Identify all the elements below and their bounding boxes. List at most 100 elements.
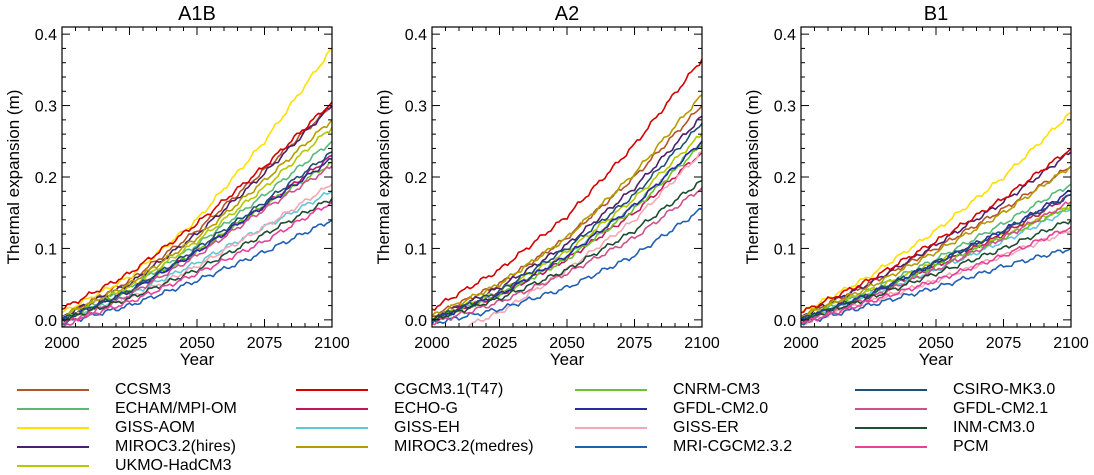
y-axis-label: Thermal expansion (m)	[4, 90, 23, 265]
legend-swatch	[17, 408, 89, 410]
series-line-mri-cgcm2-3-2	[432, 207, 702, 324]
legend-swatch	[575, 427, 647, 429]
series-line-miroc3-2-medres-	[432, 94, 702, 317]
legend-swatch	[575, 389, 647, 391]
y-tick-label: 0.2	[35, 170, 57, 187]
x-axis-label: Year	[180, 350, 215, 369]
x-tick-label: 2075	[247, 335, 283, 352]
legend-label: CNRM-CM3	[673, 381, 761, 398]
series-line-inm-cm3-0	[432, 179, 702, 321]
series-line-inm-cm3-0	[62, 197, 332, 323]
legend-label: GISS-ER	[673, 419, 739, 436]
legend-label: MIROC3.2(medres)	[394, 438, 534, 455]
series-group	[62, 47, 332, 327]
x-tick-label: 2100	[314, 335, 350, 352]
x-tick-label: 2000	[44, 335, 80, 352]
series-line-miroc3-2-medres-	[62, 119, 332, 318]
series-line-cgcm3-1-t47-	[432, 58, 702, 311]
legend-swatch	[575, 408, 647, 410]
x-tick-label: 2050	[179, 335, 215, 352]
panel-a2: 2000 2025 2050 2075 2100 0.0 0.1 0.2 0.3 0.4 A2 Yea…	[374, 3, 720, 369]
panel-title: B1	[924, 3, 948, 25]
x-tick-label: 2075	[617, 335, 653, 352]
y-tick-label: 0.4	[774, 27, 796, 44]
series-line-gfdl-cm2-0	[62, 157, 332, 321]
legend-swatch	[575, 446, 647, 448]
x-tick-label: 2025	[482, 335, 518, 352]
series-line-mri-cgcm2-3-2	[62, 219, 332, 326]
x-tick-label: 2100	[684, 335, 720, 352]
legend-label: ECHAM/MPI-OM	[115, 400, 237, 417]
series-line-csiro-mk3-0	[62, 151, 332, 321]
series-line-giss-er	[464, 151, 702, 327]
legend-swatch	[855, 408, 927, 410]
y-tick-label: 0.2	[405, 170, 427, 187]
y-tick-label: 0.0	[35, 313, 57, 330]
series-line-csiro-mk3-0	[432, 122, 702, 321]
legend-swatch	[17, 427, 89, 429]
legend-label: MRI-CGCM2.3.2	[673, 438, 793, 455]
series-line-gfdl-cm2-0	[801, 189, 1071, 321]
series-line-inm-cm3-0	[801, 219, 1071, 323]
series-line-cgcm3-1-t47-	[801, 147, 1071, 314]
legend-swatch	[17, 465, 89, 467]
series-line-cgcm3-1-t47-	[62, 101, 332, 310]
legend-swatch	[296, 408, 368, 410]
series-line-pcm	[801, 226, 1071, 325]
x-tick-label: 2075	[986, 335, 1022, 352]
legend-swatch	[296, 427, 368, 429]
legend-label: UKMO-HadCM3	[115, 457, 232, 474]
series-line-mri-cgcm2-3-2	[801, 247, 1071, 326]
legend-label: GISS-EH	[394, 419, 460, 436]
legend-swatch	[855, 389, 927, 391]
legend-label: CSIRO-MK3.0	[953, 381, 1056, 398]
legend-label: MIROC3.2(hires)	[115, 438, 236, 455]
series-group	[432, 58, 702, 327]
legend-swatch	[855, 446, 927, 448]
panel-a1b: 2000 2025 2050 2075 2100 0.0 0.1 0.2 0.3 0.4 A1B Ye…	[4, 3, 350, 369]
panel-title: A1B	[178, 3, 216, 25]
x-tick-label: 2100	[1053, 335, 1089, 352]
x-axis-label: Year	[919, 350, 954, 369]
y-tick-label: 0.1	[405, 241, 427, 258]
legend-swatch	[17, 389, 89, 391]
panel-title: A2	[555, 3, 579, 25]
legend-label: INM-CM3.0	[953, 419, 1035, 436]
series-line-miroc3-2-hires-	[432, 115, 702, 321]
legend-swatch	[296, 446, 368, 448]
y-tick-label: 0.4	[35, 27, 57, 44]
series-line-gfdl-cm2-0	[432, 140, 702, 321]
x-axis-label: Year	[550, 350, 585, 369]
legend-swatch	[296, 389, 368, 391]
series-line-pcm	[62, 201, 332, 325]
panel-b1: 2000 2025 2050 2075 2100 0.0 0.1 0.2 0.3 0.4 B1 Yea…	[743, 3, 1089, 369]
y-tick-label: 0.3	[774, 99, 796, 116]
legend-label: CGCM3.1(T47)	[394, 381, 504, 398]
y-tick-label: 0.4	[405, 27, 427, 44]
legend-swatch	[17, 446, 89, 448]
x-tick-label: 2025	[851, 335, 887, 352]
legend-label: PCM	[953, 438, 989, 455]
series-line-giss-aom	[62, 47, 332, 314]
x-tick-label: 2000	[414, 335, 450, 352]
x-tick-label: 2050	[549, 335, 585, 352]
y-tick-label: 0.1	[774, 241, 796, 258]
y-tick-label: 0.1	[35, 241, 57, 258]
y-tick-label: 0.3	[405, 99, 427, 116]
y-axis-label: Thermal expansion (m)	[743, 90, 762, 265]
series-line-giss-eh	[62, 190, 332, 321]
y-tick-label: 0.0	[774, 313, 796, 330]
legend-label: GISS-AOM	[115, 419, 196, 436]
series-line-ukmo-hadcm3	[432, 133, 702, 321]
y-tick-label: 0.3	[35, 99, 57, 116]
y-axis-label: Thermal expansion (m)	[374, 90, 393, 265]
series-line-csiro-mk3-0	[801, 194, 1071, 321]
legend-label: ECHO-G	[394, 400, 458, 417]
series-line-giss-aom	[801, 111, 1071, 314]
series-line-gfdl-cm2-1	[432, 187, 702, 326]
legend-label: GFDL-CM2.1	[953, 400, 1049, 417]
y-tick-label: 0.2	[774, 170, 796, 187]
x-tick-label: 2025	[112, 335, 148, 352]
